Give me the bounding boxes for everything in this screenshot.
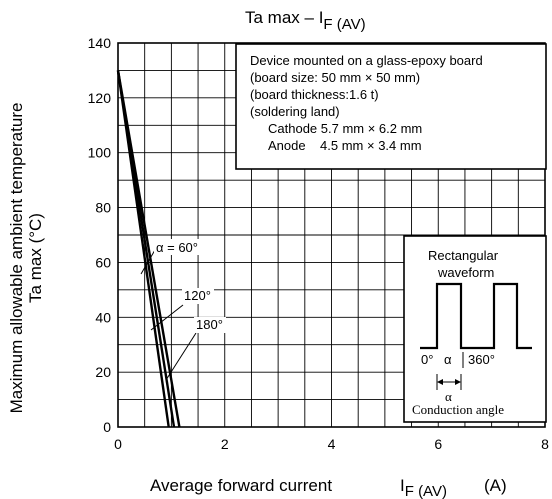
annotation-bg-180 <box>194 317 226 333</box>
chart-title-main: Ta max – I <box>245 8 323 27</box>
annotation-label-180: 180° <box>196 317 223 332</box>
y-axis-label-line1: Maximum allowable ambient temperature <box>7 103 26 414</box>
waveform-inset: Rectangular waveform 0° α 360° α Conduct… <box>403 235 547 423</box>
x-tick-label: 6 <box>434 436 442 452</box>
note-line-1: Device mounted on a glass-epoxy board <box>250 53 483 68</box>
x-tick-label: 0 <box>114 436 122 452</box>
x-axis-label-text: Average forward current <box>150 476 332 495</box>
annotation-label-120: 120° <box>184 288 211 303</box>
waveform-label-alpha-below: α <box>445 389 452 404</box>
x-axis-label-unit: (A) <box>484 476 507 495</box>
y-tick-label: 100 <box>88 145 112 161</box>
waveform-title-line2: waveform <box>437 265 494 280</box>
x-tick-label: 2 <box>221 436 229 452</box>
y-tick-label: 20 <box>95 364 111 380</box>
note-line-2: (board size: 50 mm × 50 mm) <box>250 70 420 85</box>
series-line-3 <box>116 70 181 428</box>
waveform-label-360: 360° <box>468 352 495 367</box>
waveform-label-zero: 0° <box>421 352 433 367</box>
chart-title: Ta max – IF (AV) <box>245 8 366 33</box>
annotation-leader-180 <box>165 332 197 381</box>
y-tick-label: 0 <box>103 419 111 435</box>
x-axis-label-subscript: F (AV) <box>405 483 447 499</box>
series-lines <box>116 70 181 428</box>
svg-text:Ta max – IF (AV): Ta max – IF (AV) <box>245 8 366 33</box>
note-line-6: Anode 4.5 mm × 3.4 mm <box>268 138 422 153</box>
waveform-conduction-label: Conduction angle <box>412 402 504 417</box>
y-axis-label: Maximum allowable ambient temperature Ta… <box>7 103 45 414</box>
y-tick-label: 40 <box>95 309 111 325</box>
x-tick-label: 4 <box>328 436 336 452</box>
annotation-leader-120 <box>150 304 184 331</box>
note-box-frame <box>235 43 547 170</box>
x-axis-label: Average forward current IF (AV) (A) <box>150 476 507 499</box>
note-line-4: (soldering land) <box>250 104 340 119</box>
note-box: Device mounted on a glass-epoxy board (b… <box>235 43 547 170</box>
y-tick-label: 60 <box>95 254 111 270</box>
y-tick-label: 120 <box>88 90 112 106</box>
y-axis-label-line2: Ta max (°C) <box>26 213 45 303</box>
y-tick-label: 140 <box>88 35 112 51</box>
annotation-bg-120 <box>182 288 214 304</box>
plot-frame <box>117 42 546 428</box>
chart-title-subscript: F (AV) <box>323 16 365 33</box>
waveform-arrowhead-left <box>437 379 443 385</box>
note-line-5: Cathode 5.7 mm × 6.2 mm <box>268 121 422 136</box>
annotation-bg-60 <box>154 239 204 255</box>
annotation-label-60: α = 60° <box>156 240 198 255</box>
y-tick-label: 80 <box>95 200 111 216</box>
waveform-trace <box>420 282 532 350</box>
curve-annotations: α = 60° 120° 180° <box>140 239 226 381</box>
waveform-title-line1: Rectangular <box>428 248 499 263</box>
annotation-leader-60 <box>140 249 156 275</box>
note-line-3: (board thickness:1.6 t) <box>250 87 379 102</box>
waveform-inset-frame <box>403 235 547 423</box>
x-axis-label-symbol: I <box>400 476 405 495</box>
waveform-label-alpha: α <box>444 352 452 367</box>
x-tick-label: 8 <box>541 436 549 452</box>
svg-text:IF (AV): IF (AV) <box>400 476 447 499</box>
waveform-arrowhead-right <box>455 379 461 385</box>
